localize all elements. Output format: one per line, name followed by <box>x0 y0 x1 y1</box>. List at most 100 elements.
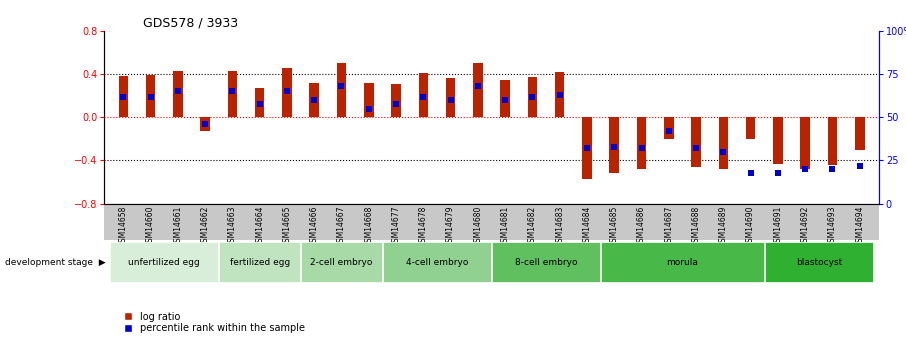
Bar <box>500 80 510 117</box>
Point <box>661 128 676 134</box>
Bar <box>200 117 210 131</box>
Point <box>170 89 185 94</box>
Bar <box>610 117 619 173</box>
Text: GSM14693: GSM14693 <box>828 205 837 247</box>
Point <box>525 94 540 99</box>
Point <box>689 146 703 151</box>
Text: GSM14678: GSM14678 <box>419 205 428 247</box>
Bar <box>746 117 756 139</box>
Point <box>198 121 212 127</box>
Point <box>470 83 485 89</box>
Point <box>280 89 294 94</box>
Bar <box>554 72 564 117</box>
Bar <box>364 83 373 117</box>
Point <box>307 97 322 103</box>
Bar <box>282 68 292 117</box>
Bar <box>255 88 265 117</box>
Point <box>334 83 349 89</box>
Bar <box>119 76 128 117</box>
Text: fertilized egg: fertilized egg <box>229 258 290 267</box>
Text: 8-cell embryo: 8-cell embryo <box>515 258 577 267</box>
Bar <box>583 117 592 179</box>
Bar <box>227 71 237 117</box>
Text: unfertilized egg: unfertilized egg <box>129 258 200 267</box>
Bar <box>337 63 346 117</box>
Text: GSM14686: GSM14686 <box>637 205 646 247</box>
Text: GSM14682: GSM14682 <box>528 205 537 247</box>
Point <box>389 101 403 106</box>
Bar <box>765 242 872 282</box>
Bar <box>637 117 646 169</box>
Bar <box>219 242 300 282</box>
Point <box>498 97 513 103</box>
Text: GSM14688: GSM14688 <box>691 205 700 247</box>
Text: morula: morula <box>667 258 699 267</box>
Bar <box>664 117 673 139</box>
Bar <box>310 83 319 117</box>
Point <box>580 146 594 151</box>
Text: GSM14692: GSM14692 <box>801 205 810 247</box>
Text: GSM14658: GSM14658 <box>119 205 128 247</box>
Point <box>416 94 430 99</box>
Point <box>553 92 567 98</box>
Bar <box>773 117 783 164</box>
Bar <box>301 242 381 282</box>
Bar <box>800 117 810 169</box>
Bar <box>111 242 218 282</box>
Point <box>607 144 622 149</box>
Text: GSM14681: GSM14681 <box>501 205 510 247</box>
Bar <box>855 117 864 150</box>
Text: GSM14668: GSM14668 <box>364 205 373 247</box>
Text: GSM14687: GSM14687 <box>664 205 673 247</box>
Bar <box>828 117 837 165</box>
Point <box>853 163 867 168</box>
Bar <box>602 242 764 282</box>
Text: GSM14684: GSM14684 <box>583 205 592 247</box>
Point <box>253 101 267 106</box>
Text: GSM14679: GSM14679 <box>446 205 455 247</box>
Text: GSM14690: GSM14690 <box>747 205 755 247</box>
Point <box>361 106 376 111</box>
Text: GSM14662: GSM14662 <box>200 205 209 247</box>
Bar <box>391 84 400 117</box>
Text: GSM14660: GSM14660 <box>146 205 155 247</box>
Bar <box>527 77 537 117</box>
Point <box>771 170 786 175</box>
Bar <box>492 242 600 282</box>
Text: GSM14665: GSM14665 <box>283 205 292 247</box>
Point <box>716 149 730 155</box>
Text: 2-cell embryo: 2-cell embryo <box>310 258 372 267</box>
Legend: log ratio, percentile rank within the sample: log ratio, percentile rank within the sa… <box>118 312 305 333</box>
Text: GSM14666: GSM14666 <box>310 205 319 247</box>
Bar <box>718 117 728 169</box>
Text: GSM14667: GSM14667 <box>337 205 346 247</box>
Point <box>744 170 758 175</box>
Bar <box>383 242 491 282</box>
Text: GDS578 / 3933: GDS578 / 3933 <box>143 17 238 30</box>
Bar <box>473 63 483 117</box>
Bar <box>691 117 701 167</box>
Text: development stage  ▶: development stage ▶ <box>5 258 105 267</box>
Text: GSM14691: GSM14691 <box>774 205 783 247</box>
Point <box>116 94 130 99</box>
Text: GSM14663: GSM14663 <box>228 205 236 247</box>
Point <box>143 94 158 99</box>
Point <box>443 97 458 103</box>
Text: GSM14680: GSM14680 <box>473 205 482 247</box>
Point <box>225 89 239 94</box>
Text: GSM14677: GSM14677 <box>391 205 400 247</box>
Text: GSM14685: GSM14685 <box>610 205 619 247</box>
Point <box>825 166 840 172</box>
Text: GSM14664: GSM14664 <box>255 205 265 247</box>
Point <box>798 166 813 172</box>
Text: GSM14661: GSM14661 <box>173 205 182 247</box>
Text: GSM14694: GSM14694 <box>855 205 864 247</box>
Text: GSM14683: GSM14683 <box>555 205 564 247</box>
Bar <box>419 73 429 117</box>
Point <box>634 146 649 151</box>
Text: blastocyst: blastocyst <box>795 258 842 267</box>
Bar <box>446 79 456 117</box>
Bar <box>146 75 155 117</box>
Text: 4-cell embryo: 4-cell embryo <box>406 258 468 267</box>
Bar <box>173 71 183 117</box>
